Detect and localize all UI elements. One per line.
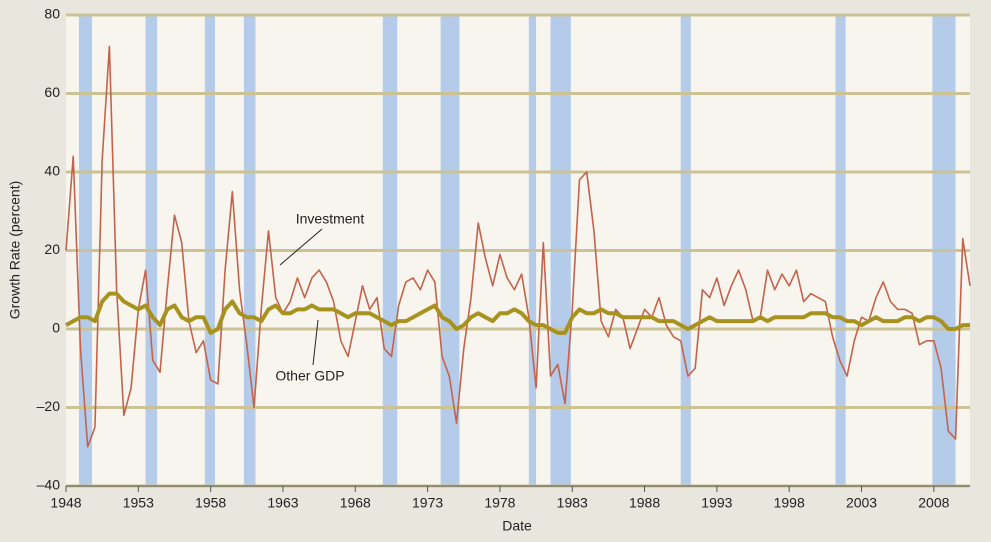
y-tick-label: –20 xyxy=(37,398,61,414)
x-tick-label: 1948 xyxy=(50,495,81,511)
annotation: Other GDP xyxy=(275,368,344,384)
x-tick-label: 1953 xyxy=(123,495,154,511)
x-tick-label: 1988 xyxy=(629,495,660,511)
y-axis-label: Growth Rate (percent) xyxy=(7,181,23,320)
x-tick-label: 1968 xyxy=(340,495,371,511)
y-tick-label: 20 xyxy=(44,241,60,257)
x-tick-label: 1963 xyxy=(267,495,298,511)
x-tick-label: 1978 xyxy=(484,495,515,511)
annotation-leader xyxy=(312,319,319,366)
x-tick-label: 1993 xyxy=(701,495,732,511)
y-tick-label: 0 xyxy=(52,320,60,336)
y-tick-label: 60 xyxy=(44,84,60,100)
series-line xyxy=(65,291,970,335)
y-tick-label: 80 xyxy=(44,6,60,22)
y-tick-label: 40 xyxy=(44,163,60,179)
x-tick-label: 1983 xyxy=(557,495,588,511)
x-tick-label: 1973 xyxy=(412,495,443,511)
x-axis-label: Date xyxy=(502,518,532,534)
x-tick-label: 1958 xyxy=(195,495,226,511)
x-tick-label: 2003 xyxy=(846,495,877,511)
x-tick-label: 2008 xyxy=(918,495,949,511)
series-line xyxy=(65,45,971,448)
x-tick-label: 1998 xyxy=(774,495,805,511)
annotation: Investment xyxy=(296,211,365,227)
annotation-leader xyxy=(279,228,323,266)
y-tick-label: –40 xyxy=(37,477,61,493)
